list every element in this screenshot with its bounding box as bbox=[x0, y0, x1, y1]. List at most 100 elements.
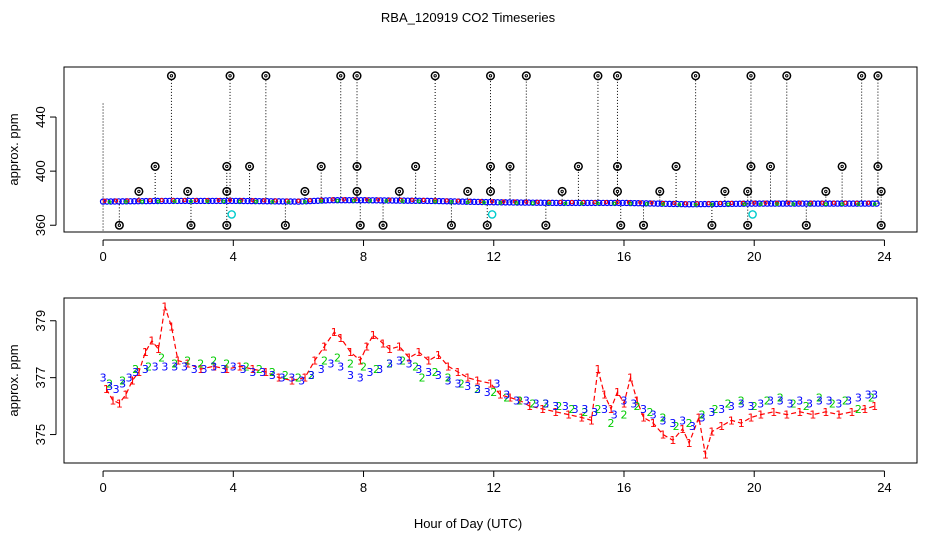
baseline-point bbox=[642, 200, 650, 207]
series-1-marker: 1 bbox=[236, 360, 243, 373]
baseline-point-green bbox=[612, 201, 617, 206]
series-1-marker: 1 bbox=[301, 372, 308, 385]
baseline-point-green bbox=[726, 202, 731, 207]
baseline-point bbox=[381, 197, 388, 204]
baseline-point bbox=[513, 199, 521, 206]
series-3-marker: 3 bbox=[279, 372, 286, 385]
series-3-marker: 3 bbox=[738, 397, 745, 410]
baseline-point bbox=[349, 197, 357, 204]
series-3-marker: 3 bbox=[718, 403, 725, 416]
baseline-point-red bbox=[444, 198, 449, 203]
baseline-point-red bbox=[774, 200, 780, 205]
series-2-marker: 2 bbox=[686, 417, 693, 430]
baseline-point-green bbox=[416, 199, 421, 204]
baseline-point bbox=[502, 199, 509, 206]
series-2-marker: 2 bbox=[184, 355, 191, 368]
baseline-point-red bbox=[319, 197, 324, 202]
cyan-point bbox=[748, 210, 757, 219]
series-1-marker: 1 bbox=[650, 417, 657, 430]
top-x-tick-label: 4 bbox=[230, 249, 237, 264]
figure-title: RBA_120919 CO2 Timeseries bbox=[381, 10, 556, 25]
baseline-point bbox=[357, 197, 365, 204]
baseline-point bbox=[873, 200, 880, 207]
baseline-point bbox=[197, 197, 204, 205]
series-1-marker: 1 bbox=[103, 383, 110, 396]
series-3-marker: 3 bbox=[708, 406, 715, 419]
series-1-marker: 1 bbox=[588, 414, 595, 427]
series-2-marker: 2 bbox=[474, 383, 481, 396]
series-3-marker: 3 bbox=[747, 400, 754, 413]
series-1-marker: 1 bbox=[809, 409, 816, 422]
outlier-point-top-inner bbox=[596, 74, 600, 78]
baseline-point-green bbox=[156, 199, 161, 204]
series-3-marker: 3 bbox=[376, 363, 383, 376]
outlier-point-top bbox=[261, 71, 271, 81]
outlier-point-385-inner bbox=[560, 189, 564, 194]
baseline-point bbox=[724, 200, 732, 208]
series-1-marker: 1 bbox=[487, 377, 494, 390]
outlier-point-385 bbox=[394, 186, 404, 196]
series-1-marker: 1 bbox=[783, 409, 790, 422]
baseline-point bbox=[674, 200, 681, 208]
baseline-point bbox=[131, 198, 138, 205]
series-3-marker: 3 bbox=[552, 400, 559, 413]
baseline-point bbox=[787, 200, 794, 207]
x-axis-label: Hour of Day (UTC) bbox=[414, 516, 522, 531]
series-3-marker: 3 bbox=[562, 400, 569, 413]
series-2-marker: 2 bbox=[308, 369, 315, 382]
series-2-marker: 2 bbox=[373, 363, 380, 376]
series-1-marker: 1 bbox=[848, 406, 855, 419]
outlier-point-360-inner bbox=[619, 223, 623, 227]
baseline-point bbox=[361, 197, 369, 204]
baseline-point bbox=[744, 200, 751, 207]
series-2-marker: 2 bbox=[842, 394, 849, 407]
outlier-point-top bbox=[691, 71, 701, 81]
series-2-marker: 2 bbox=[321, 355, 328, 368]
baseline-point bbox=[619, 199, 626, 207]
series-1-marker: 1 bbox=[174, 355, 181, 368]
baseline-point-green bbox=[709, 202, 714, 207]
baseline-point bbox=[388, 197, 396, 204]
baseline-point-red bbox=[216, 197, 221, 203]
baseline-point bbox=[537, 199, 544, 206]
series-3-marker: 3 bbox=[640, 403, 647, 416]
baseline-point bbox=[334, 197, 341, 204]
baseline-point-red bbox=[478, 199, 483, 204]
series-1-marker: 1 bbox=[415, 346, 422, 359]
bottom-x-tick-label: 0 bbox=[99, 480, 106, 495]
baseline-point-green bbox=[140, 199, 145, 204]
cyan-point bbox=[487, 210, 497, 219]
baseline-point-red bbox=[387, 197, 392, 202]
series-1-marker: 1 bbox=[516, 394, 523, 407]
outlier-point-400 bbox=[222, 161, 232, 171]
series-3-marker: 3 bbox=[249, 366, 256, 379]
series-2-marker: 2 bbox=[634, 400, 641, 413]
baseline-point bbox=[392, 197, 400, 204]
series-1-marker: 1 bbox=[607, 403, 614, 416]
top-panel: 0 4 8 12 16 20 24 360 400 440 approx. ppm bbox=[6, 66, 918, 264]
outlier-point-360-inner bbox=[746, 223, 750, 227]
series-2-marker: 2 bbox=[764, 394, 771, 407]
series-1-marker: 1 bbox=[552, 406, 559, 419]
baseline-point-red bbox=[193, 197, 198, 203]
top-frame bbox=[63, 66, 918, 233]
outlier-point-360 bbox=[801, 220, 811, 230]
series-3-marker: 3 bbox=[513, 394, 520, 407]
outlier-point-360-inner bbox=[117, 223, 122, 227]
baseline-point-red bbox=[307, 198, 312, 203]
baseline-point-red bbox=[250, 198, 255, 203]
series-3-marker: 3 bbox=[777, 394, 784, 407]
baseline-point-green bbox=[237, 199, 242, 204]
series-3-marker: 3 bbox=[347, 369, 354, 382]
baseline-point-green bbox=[791, 202, 796, 207]
series-3-marker: 3 bbox=[445, 375, 452, 388]
bottom-y-axis-label: approx. ppm bbox=[6, 344, 21, 416]
series-1-marker: 1 bbox=[627, 372, 634, 385]
series-3-marker: 3 bbox=[119, 377, 126, 390]
series-1-marker: 1 bbox=[708, 426, 715, 439]
series-1-marker: 1 bbox=[640, 411, 647, 424]
outlier-point-400 bbox=[505, 161, 515, 171]
baseline-point-green bbox=[123, 199, 128, 204]
series-3-marker: 3 bbox=[210, 360, 217, 373]
